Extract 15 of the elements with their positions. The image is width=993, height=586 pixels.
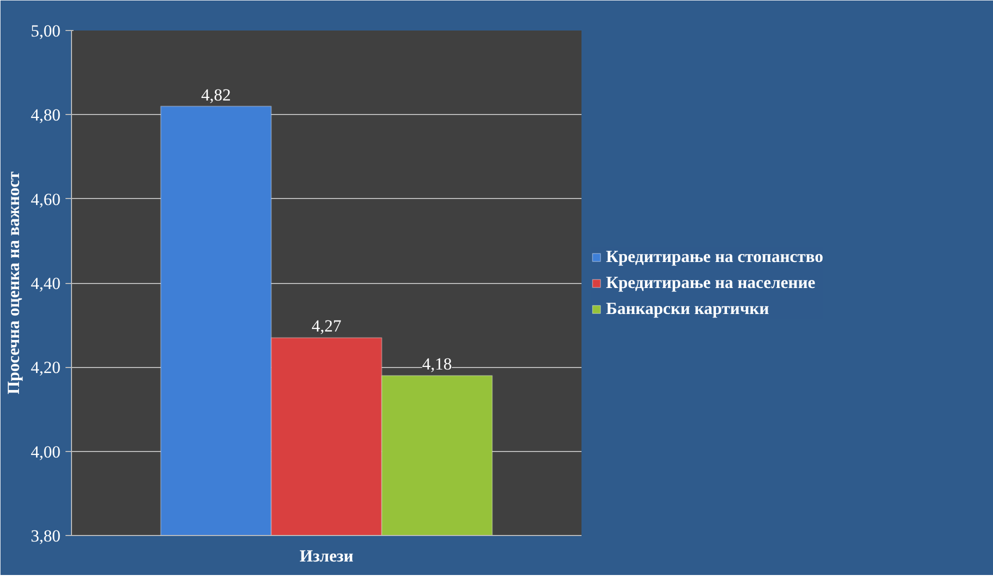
y-tick-label: 4,80 xyxy=(30,106,60,125)
y-tick-label: 3,80 xyxy=(30,526,60,546)
y-tick-label: 4,20 xyxy=(30,358,60,378)
y-tick-label: 4,60 xyxy=(30,190,60,209)
legend-label: Банкарски картички xyxy=(606,298,770,318)
data-label: 4,27 xyxy=(312,316,342,336)
x-tick-label: Излези xyxy=(300,546,354,566)
data-label: 4,82 xyxy=(201,85,231,104)
y-tick-label: 5,00 xyxy=(30,22,60,40)
y-axis-title: Просечна оценка на важност xyxy=(4,170,23,394)
data-label: 4,18 xyxy=(422,354,452,374)
legend-label: Кредитирање на население xyxy=(606,272,816,292)
y-tick-label: 4,40 xyxy=(30,274,60,293)
y-tick-label: 4,00 xyxy=(30,442,60,462)
legend-label: Кредитирање на стопанство xyxy=(606,246,824,266)
